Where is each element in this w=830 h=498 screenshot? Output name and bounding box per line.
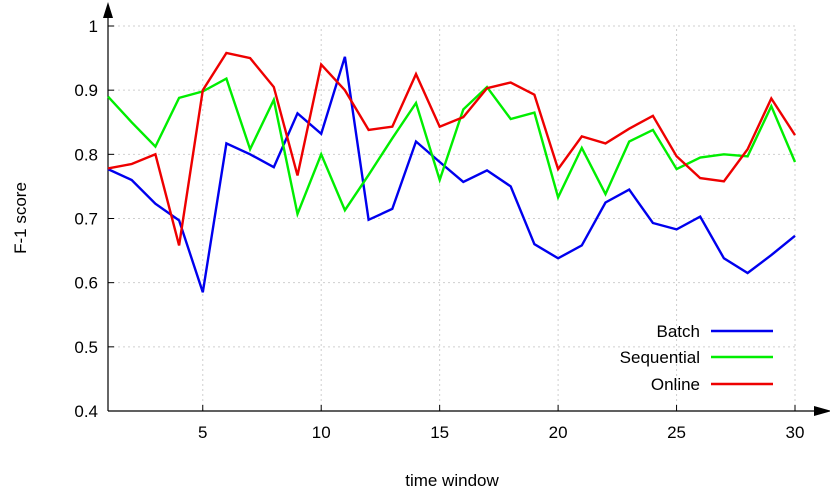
y-tick-label: 0.9 <box>74 81 98 100</box>
y-tick-label: 0.8 <box>74 145 98 164</box>
legend-label-sequential: Sequential <box>620 348 700 367</box>
series-line-sequential <box>107 76 797 219</box>
series-line-batch <box>107 56 796 293</box>
y-axis-arrow <box>103 2 113 18</box>
series-lines <box>107 51 797 293</box>
x-axis-label: time window <box>405 471 499 490</box>
y-tick-label: 0.4 <box>74 402 98 421</box>
ticks: 0.40.50.60.70.80.915 10 15 20 25 30 <box>74 17 804 442</box>
legend-label-batch: Batch <box>657 322 700 341</box>
axes <box>103 2 830 416</box>
y-tick-label: 0.6 <box>74 274 98 293</box>
x-tick-label: 30 <box>786 423 805 442</box>
y-tick-label: 0.5 <box>74 338 98 357</box>
x-tick-label: 20 <box>549 423 568 442</box>
x-tick-label: 10 <box>312 423 331 442</box>
x-axis-arrow <box>814 406 830 416</box>
y-tick-label: 1 <box>89 17 98 36</box>
legend: Batch Sequential Online <box>620 322 773 394</box>
x-tick-label: 5 <box>198 423 207 442</box>
y-axis-label: F-1 score <box>11 182 30 254</box>
x-tick-label: 15 <box>430 423 449 442</box>
y-tick-label: 0.7 <box>74 210 98 229</box>
legend-label-online: Online <box>651 375 700 394</box>
series-line-online <box>107 51 797 246</box>
x-tick-label: 25 <box>667 423 686 442</box>
